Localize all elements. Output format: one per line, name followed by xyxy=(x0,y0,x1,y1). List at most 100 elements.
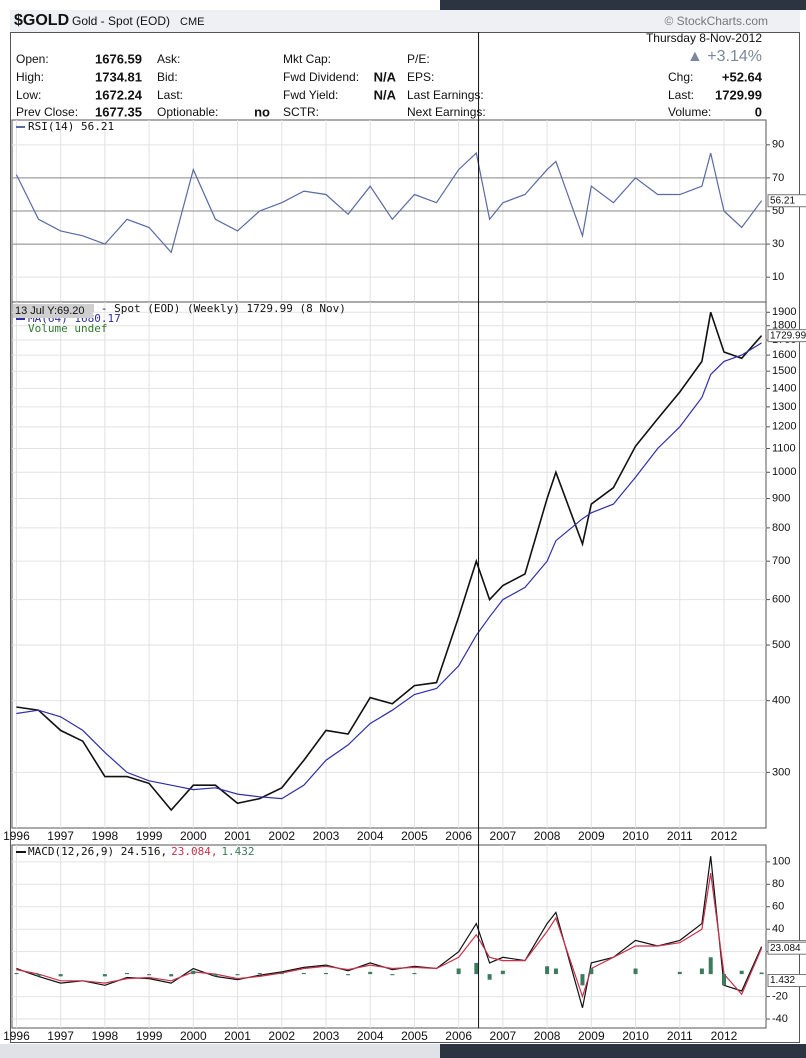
panel xyxy=(11,301,767,829)
y-tick-label: 50 xyxy=(772,205,784,217)
y-tick-label: 90 xyxy=(772,139,784,151)
histogram-bar xyxy=(677,971,682,975)
x-tick-label: 2000 xyxy=(180,1029,207,1043)
histogram-bar xyxy=(14,972,19,975)
series-line xyxy=(16,873,763,999)
histogram-bar xyxy=(456,968,461,975)
field-value: 1729.99 xyxy=(715,87,762,102)
field-label: Next Earnings: xyxy=(407,105,486,119)
field-label: Last: xyxy=(668,88,694,102)
symbol: $GOLD xyxy=(14,12,69,29)
x-tick-label: 2004 xyxy=(357,1029,384,1043)
y-tick-label: 1600 xyxy=(772,349,796,361)
x-tick-label: 2001 xyxy=(224,1029,251,1043)
field-label: Last Earnings: xyxy=(407,88,484,102)
panel xyxy=(11,844,767,1029)
x-tick-label: 2006 xyxy=(445,1029,472,1043)
y-tick-label: 500 xyxy=(772,639,790,651)
field-value: no xyxy=(254,104,270,119)
x-tick-label: 2003 xyxy=(313,829,340,843)
histogram-bar xyxy=(213,974,218,977)
y-tick-label: 1200 xyxy=(772,421,796,433)
x-tick-label: 2009 xyxy=(578,1029,605,1043)
histogram-bar xyxy=(390,974,395,976)
histogram-bar xyxy=(633,968,638,975)
histogram-bar xyxy=(191,970,196,975)
field-value: 1734.81 xyxy=(95,69,142,84)
crosshair-label: 13 Jul Y:69.20 xyxy=(15,305,85,317)
y-tick-label: 10 xyxy=(772,271,784,283)
histogram-bar xyxy=(323,972,328,975)
histogram-bar xyxy=(474,962,479,975)
field-label: P/E: xyxy=(407,52,430,66)
top-strip xyxy=(440,0,806,10)
x-tick-label: 2005 xyxy=(401,1029,428,1043)
value-tag xyxy=(767,974,806,988)
crosshair-tag xyxy=(13,304,93,318)
x-tick-label: 2000 xyxy=(180,829,207,843)
y-tick-label: 700 xyxy=(772,555,790,567)
histogram-bar xyxy=(553,968,558,975)
y-tick-label: 70 xyxy=(772,172,784,184)
field-label: Low: xyxy=(16,88,41,102)
y-tick-label: -20 xyxy=(772,990,788,1002)
histogram-bar xyxy=(759,972,764,975)
histogram-bar xyxy=(708,957,713,975)
x-tick-label: 2012 xyxy=(711,829,738,843)
x-tick-label: 2004 xyxy=(357,829,384,843)
field-label: Open: xyxy=(16,52,49,66)
x-tick-label: 2011 xyxy=(667,1029,693,1043)
frame xyxy=(10,32,800,1043)
field-label: Volume: xyxy=(668,105,711,119)
x-tick-label: 2009 xyxy=(578,829,605,843)
histogram-bar xyxy=(147,974,152,976)
field-label: Fwd Dividend: xyxy=(283,70,359,84)
x-tick-label: 2003 xyxy=(313,1029,340,1043)
x-tick-label: 2007 xyxy=(490,1029,517,1043)
bottom-strip xyxy=(0,1044,440,1058)
y-tick-label: 1500 xyxy=(772,365,796,377)
series-line xyxy=(16,342,762,800)
field-label: Chg: xyxy=(668,70,693,84)
exchange: CME xyxy=(180,16,204,28)
x-tick-label: 2002 xyxy=(268,1029,295,1043)
y-tick-label: 900 xyxy=(772,492,790,504)
histogram-bar xyxy=(412,972,417,975)
x-tick-label: 2005 xyxy=(401,829,428,843)
y-tick-label: 80 xyxy=(772,878,784,890)
histogram-bar xyxy=(487,974,492,980)
x-tick-label: 2002 xyxy=(268,829,295,843)
legend-entry: Volume undef xyxy=(28,322,107,335)
x-tick-label: 1997 xyxy=(47,829,74,843)
value-tag-label: 23.084 xyxy=(770,943,801,954)
x-tick-label: 2008 xyxy=(534,829,561,843)
histogram-bar xyxy=(257,972,262,975)
histogram-bar xyxy=(368,971,373,975)
histogram-bar xyxy=(589,968,594,975)
field-label: EPS: xyxy=(407,70,434,84)
field-value: 0 xyxy=(755,104,762,119)
histogram-bar xyxy=(346,974,351,976)
x-tick-label: 1997 xyxy=(47,1029,74,1043)
value-tag-label: 1.432 xyxy=(770,975,795,986)
y-tick-label: 1900 xyxy=(772,306,796,318)
y-tick-label: 1000 xyxy=(772,466,796,478)
histogram-bar xyxy=(124,972,129,975)
x-tick-label: 1998 xyxy=(92,1029,119,1043)
histogram-bar xyxy=(500,970,505,975)
title-bar xyxy=(10,10,800,32)
y-tick-label: 1400 xyxy=(772,382,796,394)
y-tick-label: 40 xyxy=(772,923,784,935)
field-value: N/A xyxy=(374,69,397,84)
y-tick-label: 30 xyxy=(772,238,784,250)
field-value: 1672.24 xyxy=(95,87,143,102)
x-tick-label: 1996 xyxy=(3,1029,30,1043)
x-tick-label: 2010 xyxy=(622,829,649,843)
histogram-bar xyxy=(545,966,550,975)
instrument-name: Gold - Spot (EOD) xyxy=(72,14,170,28)
histogram-bar xyxy=(279,972,284,975)
field-label: Mkt Cap: xyxy=(283,52,331,66)
field-value: +52.64 xyxy=(722,69,763,84)
legend-entry: 1.432 xyxy=(221,845,254,858)
